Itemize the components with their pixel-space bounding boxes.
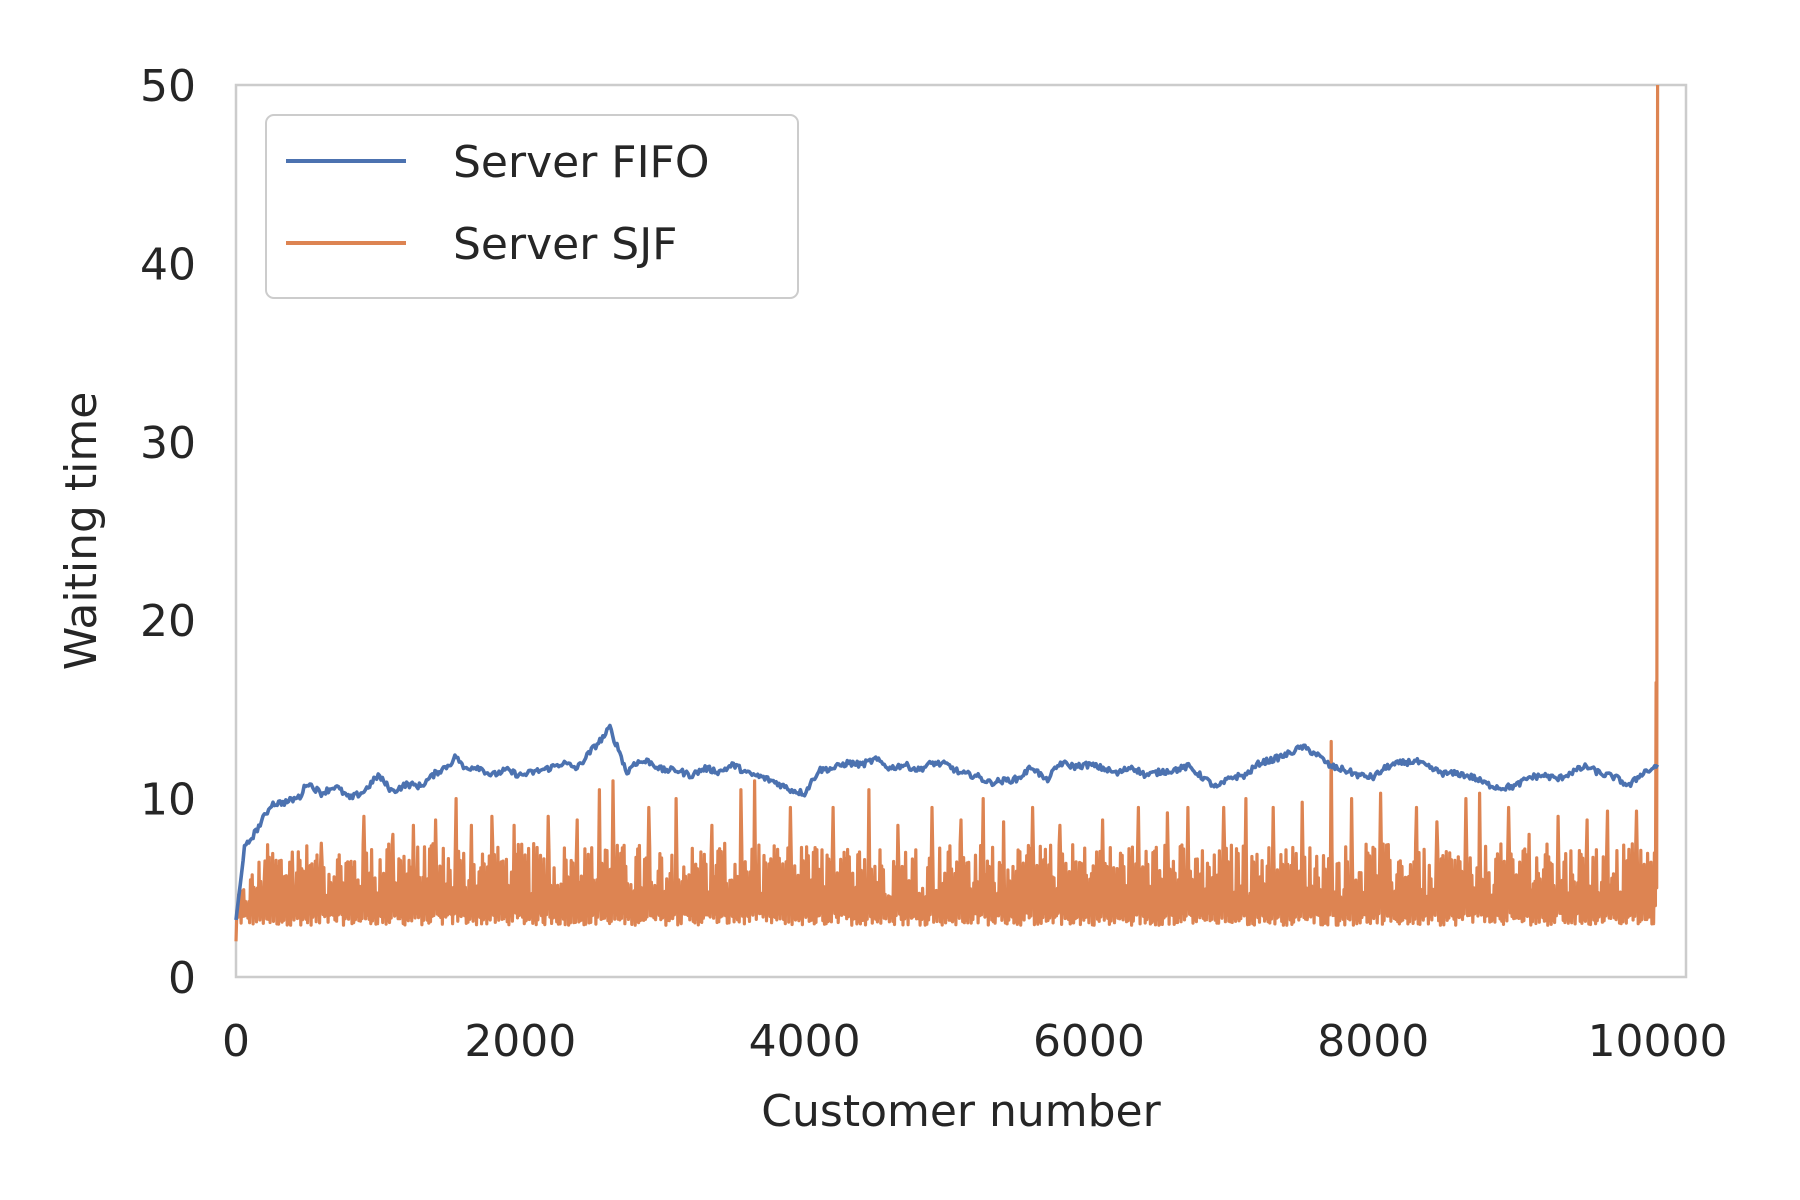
- series-line-server-fifo: [234, 723, 1660, 921]
- x-axis-label: Customer number: [761, 1086, 1161, 1137]
- y-tick-label: 30: [140, 418, 196, 469]
- x-tick-label: 0: [222, 1016, 250, 1067]
- y-tick-label: 40: [140, 239, 196, 290]
- x-tick-label: 4000: [749, 1016, 861, 1067]
- series-line-server-sjf: [234, 84, 1660, 942]
- x-tick-label: 6000: [1033, 1016, 1145, 1067]
- y-tick-label: 10: [140, 775, 196, 826]
- y-tick-label: 0: [168, 953, 196, 1004]
- x-tick-label: 10000: [1588, 1016, 1728, 1067]
- y-tick-label: 20: [140, 596, 196, 647]
- legend: Server FIFO Server SJF: [265, 114, 799, 299]
- legend-label-server-fifo: Server FIFO: [453, 137, 710, 188]
- x-tick-label: 8000: [1317, 1016, 1429, 1067]
- ticks-layer: 0 2000 4000 6000 8000 10000 0 10 20 30 40 50: [140, 61, 1728, 1067]
- legend-label-server-sjf: Server SJF: [453, 219, 678, 270]
- y-tick-label: 50: [140, 61, 196, 112]
- x-tick-label: 2000: [464, 1016, 576, 1067]
- data-layer: [234, 84, 1660, 942]
- y-axis-label: Waiting time: [56, 392, 107, 671]
